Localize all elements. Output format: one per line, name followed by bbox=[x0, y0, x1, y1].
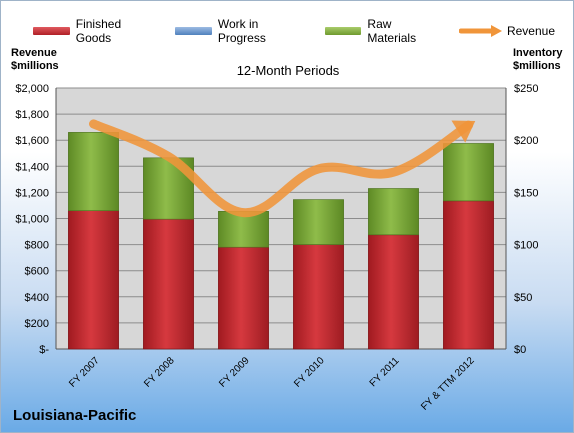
left-axis-tick-label: $- bbox=[39, 344, 49, 356]
bar-raw-materials bbox=[443, 143, 494, 202]
bar-raw-materials bbox=[293, 199, 344, 245]
x-axis-tick-label: FY 2011 bbox=[368, 355, 402, 389]
left-axis-title-line1: Revenue bbox=[11, 47, 57, 59]
x-axis-tick-label: FY 2007 bbox=[67, 355, 102, 390]
left-axis-tick-label: $600 bbox=[25, 266, 49, 278]
left-axis-tick-label: $200 bbox=[25, 318, 49, 330]
right-axis-tick-label: $0 bbox=[514, 344, 526, 356]
legend-item-finished-goods: Finished Goods bbox=[33, 17, 157, 45]
right-axis-title-line1: Inventory bbox=[513, 47, 563, 59]
bar-raw-materials bbox=[218, 211, 269, 248]
left-axis-title: Revenue $millions bbox=[11, 47, 59, 73]
left-axis-tick-label: $1,400 bbox=[15, 161, 49, 173]
legend-swatch-finished-goods bbox=[33, 27, 70, 35]
legend: Finished Goods Work in Progress Raw Mate… bbox=[33, 17, 573, 45]
right-axis-title-line2: $millions bbox=[513, 60, 561, 72]
right-axis-tick-label: $150 bbox=[514, 187, 538, 199]
right-axis-tick-label: $200 bbox=[514, 135, 538, 147]
bar-finished-goods bbox=[443, 200, 494, 350]
chart-title: 12-Month Periods bbox=[236, 63, 340, 78]
legend-swatch-raw-materials bbox=[324, 27, 362, 35]
right-axis-tick-label: $50 bbox=[514, 292, 532, 304]
x-axis-tick-label: FY 2008 bbox=[142, 355, 177, 390]
left-axis-tick-label: $1,000 bbox=[15, 214, 49, 226]
legend-item-work-in-progress: Work in Progress bbox=[175, 17, 307, 45]
legend-label-work-in-progress: Work in Progress bbox=[217, 17, 266, 45]
bar-finished-goods bbox=[218, 246, 269, 350]
right-axis-tick-label: $250 bbox=[514, 83, 538, 95]
legend-label-revenue: Revenue bbox=[506, 24, 555, 38]
x-axis-tick-label: FY & TTM 2012 bbox=[419, 355, 477, 413]
bar-finished-goods bbox=[68, 210, 119, 350]
legend-swatch-revenue bbox=[458, 25, 502, 37]
legend-label-finished-goods: Finished Goods bbox=[75, 17, 122, 45]
revenue-arrowhead bbox=[451, 120, 476, 143]
bar-finished-goods bbox=[143, 218, 194, 350]
legend-label-raw-materials: Raw Materials bbox=[367, 17, 417, 45]
legend-item-revenue: Revenue bbox=[458, 24, 555, 38]
bar-finished-goods bbox=[293, 244, 344, 350]
left-axis-tick-label: $1,600 bbox=[15, 135, 49, 147]
left-axis-tick-label: $400 bbox=[25, 292, 49, 304]
legend-swatch-work-in-progress bbox=[175, 27, 212, 35]
right-axis-title: Inventory $millions bbox=[513, 47, 563, 73]
company-name: Louisiana-Pacific bbox=[13, 407, 137, 424]
left-axis-title-line2: $millions bbox=[11, 60, 59, 72]
bar-raw-materials bbox=[368, 188, 419, 236]
bar-finished-goods bbox=[368, 234, 419, 350]
left-axis-tick-label: $800 bbox=[25, 240, 49, 252]
right-axis-tick-label: $100 bbox=[514, 240, 538, 252]
left-axis-tick-label: $1,800 bbox=[15, 109, 49, 121]
left-axis-tick-label: $2,000 bbox=[15, 83, 49, 95]
x-axis-tick-label: FY 2010 bbox=[292, 355, 327, 390]
left-axis-tick-label: $1,200 bbox=[15, 187, 49, 199]
legend-item-raw-materials: Raw Materials bbox=[324, 17, 441, 45]
revenue-line bbox=[89, 119, 473, 218]
bar-raw-materials bbox=[68, 132, 119, 211]
x-axis-tick-label: FY 2009 bbox=[217, 355, 252, 390]
